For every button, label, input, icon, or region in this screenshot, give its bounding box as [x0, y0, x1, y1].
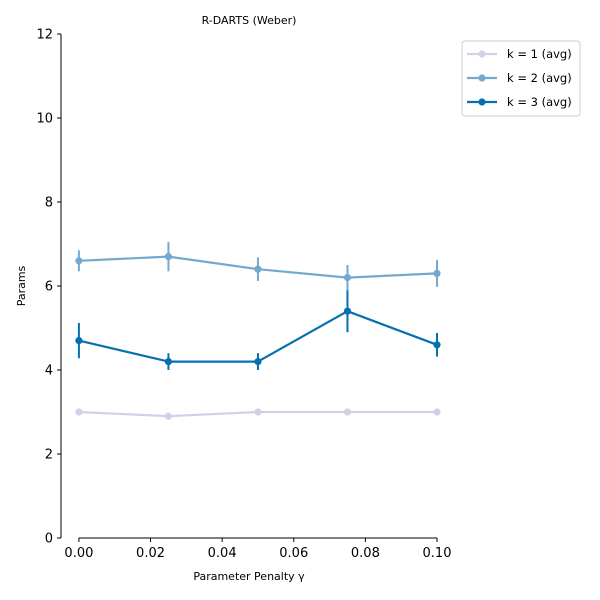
legend-item: k = 1 (avg) — [467, 47, 572, 61]
legend-item: k = 3 (avg) — [467, 95, 572, 109]
y-tick-label: 12 — [36, 28, 53, 43]
data-point — [433, 269, 441, 277]
x-axis-label-text: Parameter Penalty γ — [193, 570, 305, 583]
data-point — [75, 408, 83, 416]
data-point — [343, 307, 352, 315]
data-point — [164, 253, 173, 261]
legend: k = 1 (avg) k = 2 (avg) k = 3 (avg) — [461, 40, 581, 117]
legend-label: k = 3 (avg) — [507, 95, 572, 109]
y-tick-label: 10 — [36, 112, 53, 127]
legend-label: k = 1 (avg) — [507, 47, 572, 61]
data-point — [433, 341, 441, 349]
x-axis-label: Parameter Penalty γ — [193, 570, 305, 583]
y-tick-label: 6 — [45, 280, 53, 295]
data-point — [254, 408, 262, 416]
legend-box — [461, 40, 581, 117]
y-tick-label: 0 — [45, 532, 53, 547]
series-1 — [75, 408, 441, 420]
series-3 — [75, 290, 441, 370]
x-tick-label: 0.10 — [423, 546, 452, 561]
data-point — [254, 358, 262, 366]
legend-item: k = 2 (avg) — [467, 71, 572, 85]
legend-marker — [478, 98, 486, 106]
data-point — [343, 274, 352, 282]
legend-marker — [478, 50, 486, 58]
x-tick-label: 0.06 — [279, 546, 308, 561]
y-tick-label: 4 — [45, 364, 53, 379]
chart-title: R-DARTS (Weber) — [202, 14, 297, 27]
data-point — [164, 358, 173, 366]
data-point — [164, 412, 173, 420]
series-2 — [75, 241, 441, 291]
y-axis-label: Params — [15, 265, 28, 306]
axes: 0 2 4 6 8 10 12 0.00 0.02 0.04 0.06 0.08 0.10 — [36, 28, 451, 562]
x-tick-label: 0.04 — [208, 546, 237, 561]
data-point — [254, 265, 262, 273]
x-tick-label: 0.02 — [136, 546, 165, 561]
y-tick-label: 8 — [45, 196, 53, 211]
data-point — [75, 337, 83, 345]
x-tick-label: 0.00 — [64, 546, 93, 561]
data-point — [343, 408, 352, 416]
legend-marker — [478, 74, 486, 82]
data-point — [433, 408, 441, 416]
legend-label: k = 2 (avg) — [507, 71, 572, 85]
y-tick-label: 2 — [45, 448, 53, 463]
data-point — [75, 257, 83, 265]
x-tick-label: 0.08 — [351, 546, 380, 561]
series-layer — [75, 241, 441, 420]
